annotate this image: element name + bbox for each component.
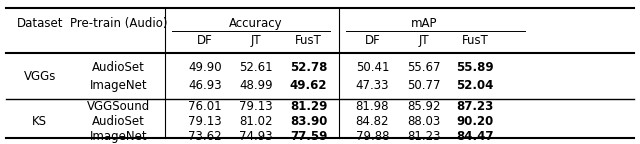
Text: JT: JT [419,34,429,47]
Text: 79.13: 79.13 [188,115,221,128]
Text: Dataset: Dataset [17,17,63,30]
Text: DF: DF [197,34,212,47]
Text: 52.78: 52.78 [290,61,327,74]
Text: 73.62: 73.62 [188,130,221,143]
Text: 55.89: 55.89 [456,61,493,74]
Text: AudioSet: AudioSet [92,115,145,128]
Text: 47.33: 47.33 [356,79,389,92]
Text: VGGSound: VGGSound [87,100,150,113]
Text: ImageNet: ImageNet [90,79,147,92]
Text: JT: JT [251,34,261,47]
Text: 52.04: 52.04 [456,79,493,92]
Text: DF: DF [365,34,380,47]
Text: AudioSet: AudioSet [92,61,145,74]
Text: FusT: FusT [461,34,488,47]
Text: 50.77: 50.77 [407,79,440,92]
Text: 81.98: 81.98 [356,100,389,113]
Text: 55.67: 55.67 [407,61,440,74]
Text: VGGs: VGGs [24,70,56,83]
Text: 84.47: 84.47 [456,130,493,143]
Text: 79.88: 79.88 [356,130,389,143]
Text: 90.20: 90.20 [456,115,493,128]
Text: 83.90: 83.90 [290,115,327,128]
Text: 46.93: 46.93 [188,79,221,92]
Text: ImageNet: ImageNet [90,130,147,143]
Text: 81.29: 81.29 [290,100,327,113]
Text: 76.01: 76.01 [188,100,221,113]
Text: 49.90: 49.90 [188,61,221,74]
Text: FusT: FusT [295,34,322,47]
Text: 50.41: 50.41 [356,61,389,74]
Text: 81.23: 81.23 [407,130,440,143]
Text: 77.59: 77.59 [290,130,327,143]
Text: 85.92: 85.92 [407,100,440,113]
Text: mAP: mAP [410,17,437,30]
Text: 81.02: 81.02 [239,115,273,128]
Text: 79.13: 79.13 [239,100,273,113]
Text: Accuracy: Accuracy [229,17,283,30]
Text: 74.93: 74.93 [239,130,273,143]
Text: Pre-train (Audio): Pre-train (Audio) [70,17,167,30]
Text: 52.61: 52.61 [239,61,273,74]
Text: 88.03: 88.03 [407,115,440,128]
Text: 87.23: 87.23 [456,100,493,113]
Text: KS: KS [32,115,47,128]
Text: 48.99: 48.99 [239,79,273,92]
Text: 84.82: 84.82 [356,115,389,128]
Text: 49.62: 49.62 [290,79,327,92]
